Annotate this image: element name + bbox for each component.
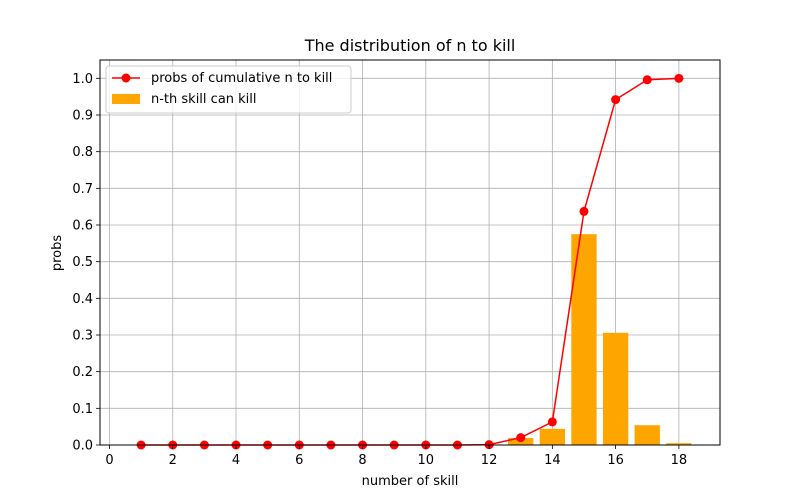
- bar: [539, 428, 565, 445]
- line-point: [611, 95, 621, 105]
- x-tick-label: 12: [481, 453, 498, 468]
- y-tick-label: 0.9: [72, 109, 93, 124]
- legend-label-line: probs of cumulative n to kill: [151, 71, 332, 86]
- x-axis-ticks: 0 2 4 6 8 10 12 14 16 18: [105, 445, 687, 468]
- y-axis-ticks: 0.0 0.1 0.2 0.3 0.4 0.5 0.6 0.7 0.8 0.9 1.0: [72, 72, 100, 454]
- y-tick-label: 0.6: [72, 219, 93, 234]
- bar: [666, 443, 692, 445]
- legend-line-marker: [121, 73, 131, 83]
- x-tick-label: 2: [169, 453, 177, 468]
- line-point: [642, 75, 652, 85]
- bar: [602, 332, 629, 445]
- x-tick-label: 10: [418, 453, 435, 468]
- y-tick-label: 0.8: [72, 145, 93, 160]
- y-tick-label: 0.5: [72, 255, 93, 270]
- y-tick-label: 0.2: [72, 365, 93, 380]
- legend: probs of cumulative n to kill n-th skill…: [105, 65, 352, 114]
- line-point: [579, 206, 589, 216]
- line-point: [547, 417, 557, 427]
- y-tick-label: 0.1: [72, 402, 93, 417]
- x-tick-label: 14: [544, 453, 561, 468]
- y-tick-label: 0.0: [72, 439, 93, 454]
- line-point: [674, 73, 684, 83]
- x-tick-label: 0: [105, 453, 113, 468]
- x-tick-label: 6: [295, 453, 303, 468]
- x-tick-label: 16: [607, 453, 624, 468]
- bar: [634, 425, 660, 445]
- x-axis-label: number of skill: [362, 474, 459, 489]
- chart-title: The distribution of n to kill: [304, 36, 516, 55]
- x-tick-label: 18: [671, 453, 688, 468]
- plot-frame: [99, 59, 721, 446]
- line-point: [516, 433, 526, 443]
- x-tick-label: 8: [358, 453, 366, 468]
- legend-box: [105, 65, 352, 114]
- legend-bar-swatch: [112, 94, 140, 104]
- legend-label-bar: n-th skill can kill: [151, 92, 257, 107]
- y-tick-label: 1.0: [72, 72, 93, 87]
- x-tick-label: 4: [232, 453, 240, 468]
- y-tick-label: 0.7: [72, 182, 93, 197]
- y-tick-label: 0.3: [72, 329, 93, 344]
- y-tick-label: 0.4: [72, 292, 93, 307]
- y-axis-label: probs: [50, 235, 65, 272]
